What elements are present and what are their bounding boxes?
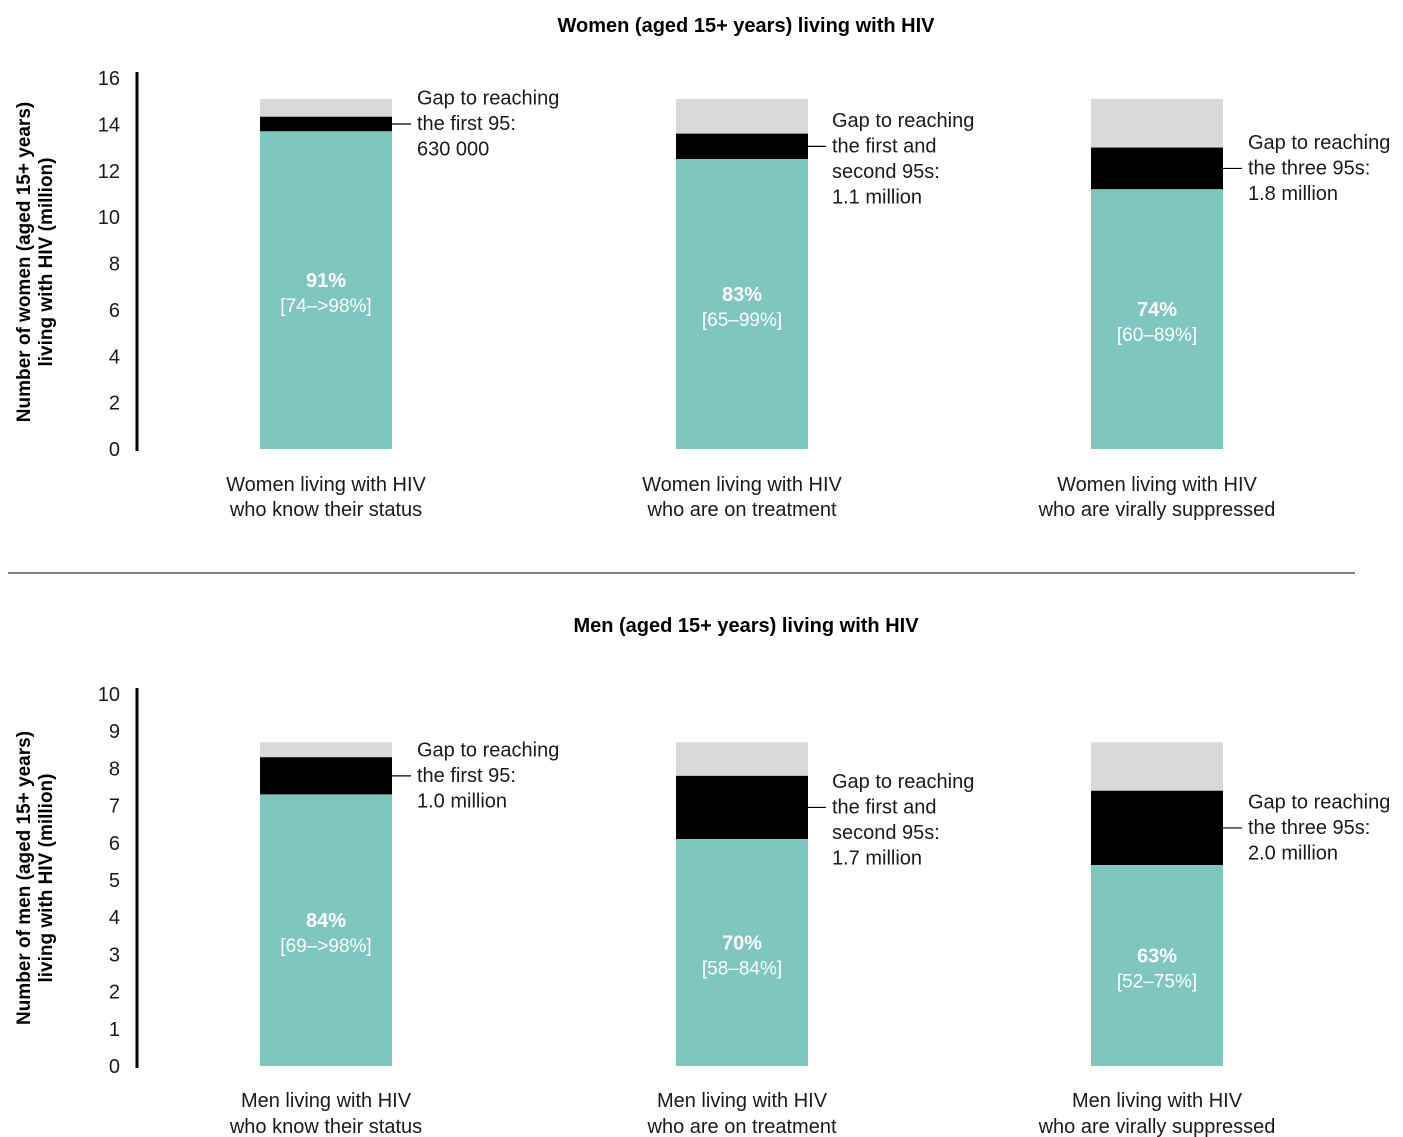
bar-remaining — [676, 98, 808, 134]
y-tick-label: 1 — [109, 1019, 120, 1041]
gap-annotation-text: Gap to reaching — [417, 88, 559, 110]
x-category-label: Men living with HIV — [657, 1090, 828, 1112]
gap-annotation-text: 2.0 million — [1248, 842, 1338, 864]
x-category-label: who are on treatment — [647, 499, 837, 521]
gap-annotation-text: the first 95: — [417, 765, 516, 787]
bar-range-label: [60–89%] — [1117, 325, 1197, 346]
bar-remaining — [260, 742, 392, 758]
y-tick-label: 6 — [109, 300, 120, 322]
gap-annotation-text: 1.1 million — [832, 186, 922, 208]
bar-percent-label: 84% — [306, 910, 346, 932]
bar-achieved — [1091, 865, 1223, 1066]
bar-gap — [260, 757, 392, 795]
bar-achieved — [1091, 189, 1223, 450]
bar-gap — [676, 133, 808, 160]
bar-gap — [676, 775, 808, 840]
bar-achieved — [676, 839, 808, 1066]
y-tick-label: 7 — [109, 796, 120, 818]
gap-annotation-text: Gap to reaching — [1248, 132, 1390, 154]
bar-percent-label: 83% — [722, 284, 762, 306]
y-tick-label: 4 — [109, 346, 120, 368]
x-category-label: who know their status — [229, 499, 422, 521]
gap-annotation-text: the first 95: — [417, 113, 516, 135]
y-tick-label: 16 — [98, 68, 120, 90]
gap-annotation-text: Gap to reaching — [832, 110, 974, 132]
bar-range-label: [58–84%] — [702, 959, 782, 980]
gap-annotation-text: the first and — [832, 135, 937, 157]
chart-title: Women (aged 15+ years) living with HIV — [558, 15, 936, 37]
x-category-label: who are on treatment — [647, 1116, 837, 1137]
y-axis-label: Number of men (aged 15+ years)living wit… — [14, 731, 57, 1025]
gap-annotation-text: 630 000 — [417, 139, 489, 161]
gap-annotation-text: 1.7 million — [832, 847, 922, 869]
bar-range-label: [65–99%] — [702, 310, 782, 331]
gap-annotation-text: 1.8 million — [1248, 183, 1338, 205]
gap-annotation-text: Gap to reaching — [832, 771, 974, 793]
bar-remaining — [1091, 98, 1223, 148]
bar-range-label: [52–75%] — [1117, 972, 1197, 993]
chart-title: Men (aged 15+ years) living with HIV — [573, 615, 919, 637]
x-category-label: who are virally suppressed — [1038, 499, 1276, 521]
x-category-label: who are virally suppressed — [1038, 1116, 1276, 1137]
x-category-label: Men living with HIV — [1072, 1090, 1243, 1112]
y-tick-label: 0 — [109, 439, 120, 461]
y-tick-label: 14 — [98, 114, 120, 136]
bar-percent-label: 74% — [1137, 299, 1177, 321]
y-tick-label: 6 — [109, 833, 120, 855]
x-category-label: Women living with HIV — [226, 474, 426, 496]
bar-gap — [1091, 147, 1223, 190]
y-tick-label: 4 — [109, 907, 120, 929]
y-tick-label: 9 — [109, 721, 120, 743]
gap-annotation-text: Gap to reaching — [1248, 791, 1390, 813]
y-tick-label: 0 — [109, 1056, 120, 1078]
y-tick-label: 8 — [109, 254, 120, 276]
y-tick-label: 5 — [109, 870, 120, 892]
bar-gap — [1091, 790, 1223, 866]
gap-annotation-text: the three 95s: — [1248, 157, 1370, 179]
bar-percent-label: 70% — [722, 933, 762, 955]
bar-percent-label: 91% — [306, 270, 346, 292]
bar-remaining — [1091, 742, 1223, 791]
bar-achieved — [260, 794, 392, 1066]
y-tick-label: 2 — [109, 393, 120, 415]
gap-annotation-text: the first and — [832, 796, 937, 818]
y-tick-label: 2 — [109, 982, 120, 1004]
y-tick-label: 10 — [98, 684, 120, 706]
bar-remaining — [260, 98, 392, 117]
bar-range-label: [69–>98%] — [280, 936, 371, 957]
gap-annotation-text: second 95s: — [832, 822, 940, 844]
y-tick-label: 12 — [98, 161, 120, 183]
x-category-label: Women living with HIV — [1057, 474, 1257, 496]
gap-annotation-text: the three 95s: — [1248, 817, 1370, 839]
bar-remaining — [676, 742, 808, 776]
bar-achieved — [676, 159, 808, 449]
y-tick-label: 8 — [109, 758, 120, 780]
x-category-label: Men living with HIV — [241, 1090, 412, 1112]
gap-annotation-text: second 95s: — [832, 161, 940, 183]
gap-annotation-text: Gap to reaching — [417, 739, 559, 761]
y-tick-label: 3 — [109, 944, 120, 966]
bar-range-label: [74–>98%] — [280, 296, 371, 317]
x-category-label: Women living with HIV — [642, 474, 842, 496]
x-category-label: who know their status — [229, 1116, 422, 1137]
gap-annotation-text: 1.0 million — [417, 790, 507, 812]
y-axis-label: Number of women (aged 15+ years)living w… — [14, 102, 57, 422]
y-tick-label: 10 — [98, 207, 120, 229]
bar-gap — [260, 116, 392, 132]
bar-achieved — [260, 131, 392, 450]
bar-percent-label: 63% — [1137, 946, 1177, 968]
